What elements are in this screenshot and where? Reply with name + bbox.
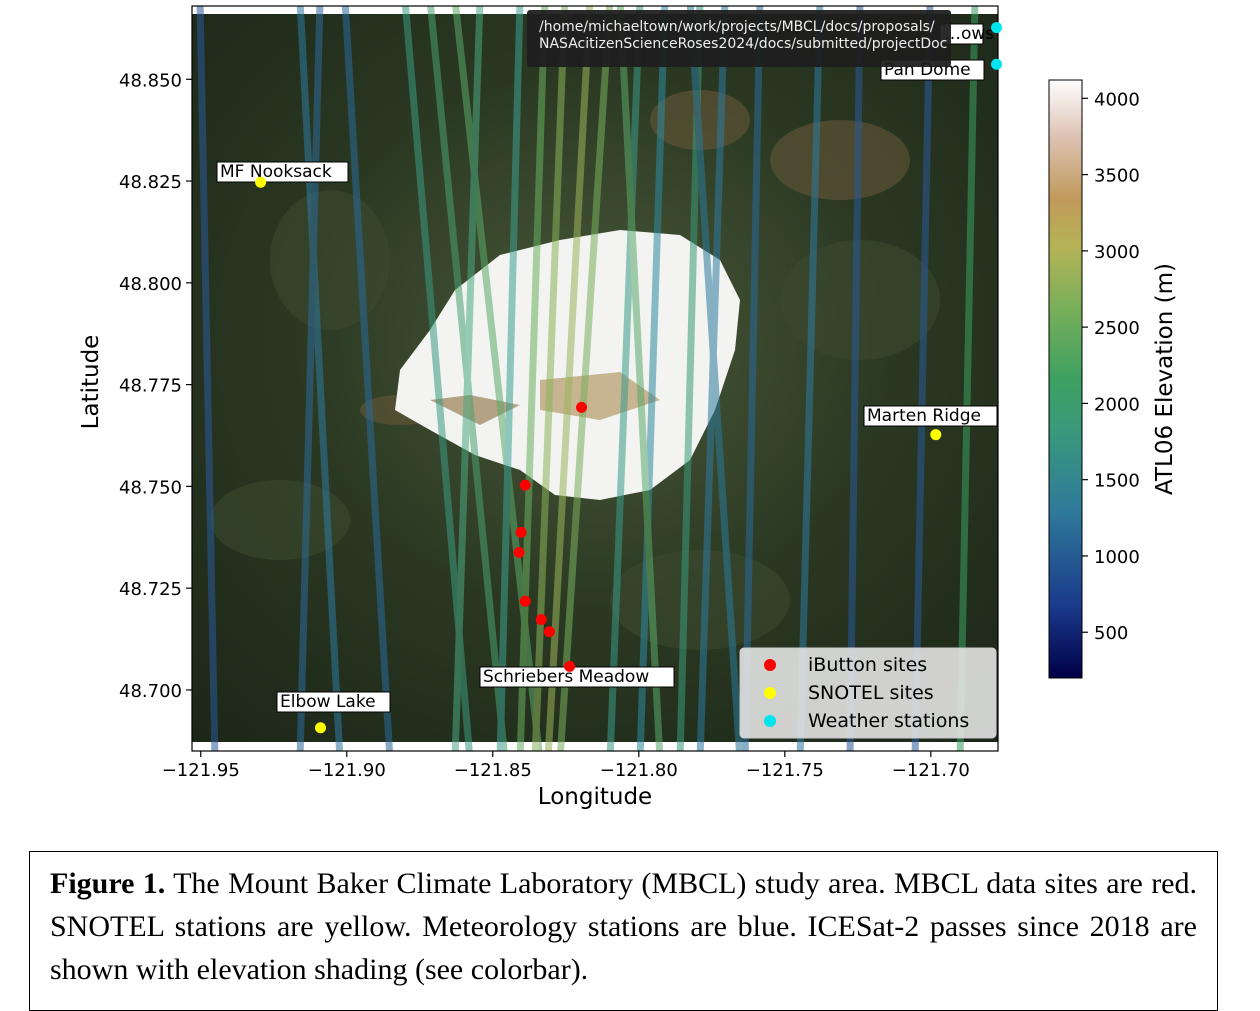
x-tick-label: −121.85	[454, 760, 532, 781]
site-marker	[930, 429, 942, 441]
y-tick-label: 48.800	[119, 274, 182, 295]
legend-marker-weather	[764, 715, 776, 727]
site-label: …ows	[944, 24, 994, 44]
colorbar-ticks: 500 1000 1500 2000 2500 3000 3500 4000	[1082, 89, 1140, 644]
y-axis-ticks: 48.700 48.725 48.750 48.775 48.800 48.825 48.8…	[119, 70, 192, 702]
site-labels: MF Nooksack Elbow Lake Marten Ridge Schr…	[216, 23, 998, 713]
legend-label: SNOTEL sites	[808, 682, 934, 704]
icesat2-track	[196, 6, 219, 751]
y-tick-label: 48.850	[119, 70, 182, 91]
site-label: MF Nooksack	[220, 162, 332, 182]
y-tick-label: 48.725	[119, 579, 182, 600]
legend-label: Weather stations	[808, 710, 969, 732]
icesat2-track	[451, 6, 484, 751]
x-axis-label: Longitude	[538, 784, 652, 810]
map-background	[192, 6, 998, 751]
site-marker	[519, 595, 531, 607]
icesat2-track	[796, 6, 824, 751]
colorbar-label: ATL06 Elevation (m)	[1152, 263, 1178, 495]
icesat2-tracks	[196, 6, 979, 751]
icesat2-track	[911, 6, 934, 751]
tooltip-line: /home/michaeltown/work/projects/MBCL/doc…	[539, 19, 935, 35]
site-marker	[519, 479, 531, 491]
site-label: Marten Ridge	[867, 406, 981, 426]
site-markers	[255, 22, 1003, 734]
icesat2-track	[606, 6, 644, 751]
icesat2-track	[496, 6, 524, 751]
axes-frame	[191, 5, 999, 752]
colorbar-tick-label: 4000	[1094, 89, 1140, 110]
colorbar-tick-label: 3500	[1094, 166, 1140, 187]
y-tick-label: 48.825	[119, 172, 182, 193]
legend-label: iButton sites	[808, 654, 927, 676]
path-tooltip: /home/michaeltown/work/projects/MBCL/doc…	[527, 10, 951, 67]
icesat2-track	[846, 6, 864, 751]
icesat2-track	[686, 6, 743, 751]
caption-text: The Mount Baker Climate Laboratory (MBCL…	[50, 867, 1197, 986]
colorbar-tick-label: 2000	[1094, 394, 1140, 415]
site-marker	[564, 660, 576, 672]
site-marker	[576, 401, 588, 413]
icesat2-track	[956, 6, 979, 751]
site-label: Schriebers Meadow	[483, 667, 649, 687]
y-tick-label: 48.700	[119, 681, 182, 702]
site-marker	[535, 614, 547, 626]
site-label: Elbow Lake	[280, 692, 376, 712]
legend-marker-snotel	[764, 687, 776, 699]
colorbar-tick-label: 500	[1094, 623, 1128, 644]
x-tick-label: −121.75	[746, 760, 824, 781]
y-axis-label: Latitude	[78, 335, 104, 430]
icesat2-track	[636, 6, 669, 751]
icesat2-track	[516, 6, 549, 751]
site-marker	[991, 58, 1003, 70]
site-marker	[513, 546, 525, 558]
legend: iButton sites SNOTEL sites Weather stati…	[739, 647, 997, 739]
colorbar-tick-label: 1500	[1094, 471, 1140, 492]
site-marker	[255, 176, 267, 188]
figure: −121.95 −121.90 −121.85 −121.80 −121.75 −121.…	[78, 5, 1178, 810]
x-axis-ticks: −121.95 −121.90 −121.85 −121.80 −121.75 −121.…	[162, 751, 970, 781]
site-marker	[543, 626, 555, 638]
colorbar-tick-label: 1000	[1094, 547, 1140, 568]
icesat2-track	[296, 6, 344, 751]
colorbar	[1048, 79, 1083, 679]
colorbar-tick-label: 3000	[1094, 242, 1140, 263]
icesat2-track	[557, 6, 614, 751]
icesat2-track	[296, 6, 324, 751]
x-tick-label: −121.80	[600, 760, 678, 781]
icesat2-track	[341, 6, 393, 751]
icesat2-track	[616, 6, 664, 751]
site-marker	[991, 22, 1003, 34]
tooltip-line: NASAcitizenScienceRoses2024/docs/submitt…	[539, 36, 948, 52]
icesat2-track	[741, 6, 764, 751]
caption-label: Figure 1.	[50, 867, 166, 900]
x-tick-label: −121.95	[162, 760, 240, 781]
icesat2-track	[544, 6, 594, 751]
y-tick-label: 48.775	[119, 376, 182, 397]
y-tick-label: 48.750	[119, 477, 182, 498]
colorbar-tick-label: 2500	[1094, 318, 1140, 339]
icesat2-track	[531, 6, 569, 751]
x-tick-label: −121.70	[892, 760, 970, 781]
x-tick-label: −121.90	[308, 760, 386, 781]
site-marker	[515, 526, 527, 538]
site-marker	[314, 722, 326, 734]
legend-marker-ibutton	[764, 659, 776, 671]
figure-caption: Figure 1. The Mount Baker Climate Labora…	[29, 851, 1218, 1011]
